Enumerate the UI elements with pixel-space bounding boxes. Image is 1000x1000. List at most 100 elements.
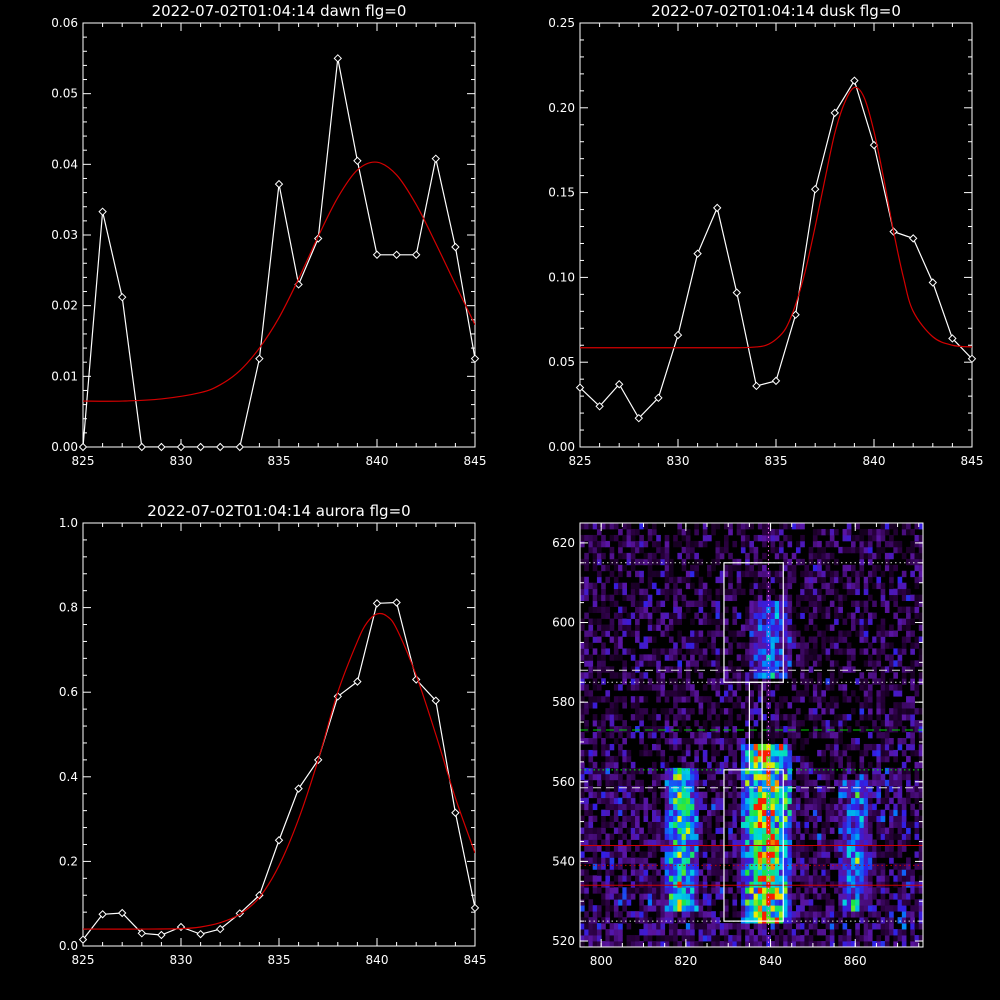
heatmap-cell [846,696,852,703]
heatmap-cell [698,929,704,936]
heatmap-cell [804,845,810,852]
heatmap-cell [779,678,784,685]
heatmap-cell [584,833,589,840]
heatmap-cell [762,797,767,805]
heatmap-cell [851,893,856,900]
heatmap-cell [622,594,627,602]
heatmap-cell [867,899,873,906]
heatmap-cell [757,809,763,817]
heatmap-cell [787,917,793,924]
heatmap-cell [897,606,903,613]
heatmap-cell [867,911,873,918]
heatmap-cell [580,737,585,745]
heatmap-cell [749,941,755,948]
heatmap-cell [846,523,852,530]
heatmap-cell [685,684,691,691]
heatmap-cell [812,803,818,811]
heatmap-cell [702,582,708,590]
data-point-marker [810,185,820,194]
heatmap-cell [736,851,742,858]
data-point-marker [98,910,107,919]
data-point-marker [654,393,663,403]
heatmap-cell [702,767,708,775]
heatmap-cell [834,851,839,858]
heatmap-cell [846,755,852,763]
data-point-marker [470,903,480,913]
heatmap-cell [825,917,831,924]
heatmap-cell [702,929,708,936]
heatmap-cell [762,749,767,757]
heatmap-cell [702,612,708,619]
heatmap-cell [651,839,657,846]
heatmap-cell [664,899,670,906]
heatmap-cell [685,528,691,536]
heatmap-cell [626,773,632,781]
heatmap-cell [707,923,712,930]
heatmap-cell [808,767,814,775]
heatmap-cell [613,761,619,769]
heatmap-cell [711,732,716,739]
heatmap-cell [783,666,788,673]
heatmap-cell [732,935,738,942]
heatmap-cell [728,773,733,781]
heatmap-cell [664,827,670,834]
data-point-marker [634,413,644,423]
heatmap-cell [639,654,644,661]
heatmap-cell [787,714,793,721]
heatmap-cell [630,869,636,876]
heatmap-cell [626,732,632,739]
heatmap-cell [859,905,865,912]
heatmap-cell [613,588,619,596]
heatmap-cell [745,827,750,834]
heatmap-cell [711,785,716,793]
heatmap-cell [889,851,894,858]
heatmap-cell [897,684,903,691]
heatmap-cell [901,815,907,822]
heatmap-cell [770,624,776,631]
heatmap-cell [618,618,623,625]
heatmap-cell [618,779,623,787]
heatmap-cell [808,785,814,793]
heatmap-cell [808,935,814,942]
heatmap-cell [851,666,856,673]
heatmap-cell [715,815,721,822]
heatmap-cell [715,869,721,876]
heatmap-cell [707,875,712,882]
heatmap-cell [702,779,708,787]
heatmap-cell [774,684,780,691]
heatmap-cell [639,785,644,793]
heatmap-cell [609,935,615,942]
heatmap-cell [851,761,856,769]
heatmap-cell [647,899,653,906]
heatmap-cell [838,905,843,912]
heatmap-cell [745,523,750,530]
heatmap-cell [664,708,670,715]
heatmap-cell [889,827,894,834]
heatmap-cell [749,690,755,697]
heatmap-cell [842,815,848,822]
heatmap-cell [829,881,835,888]
heatmap-cell [651,606,657,613]
heatmap-cell [884,923,890,930]
heatmap-cell [630,534,636,542]
dusk-spectrum-panel: 2022-07-02T01:04:14 dusk flg=0 825 830 835… [548,2,983,468]
heatmap-cell [694,642,699,649]
heatmap-cell [596,941,602,948]
heatmap-cell [656,839,661,846]
heatmap-cell [787,564,793,572]
heatmap-cell [588,935,594,942]
data-point-marker [372,250,382,259]
heatmap-cell [787,935,793,942]
heatmap-cell [677,833,683,840]
heatmap-cell [596,911,602,918]
heatmap-cell [685,815,691,822]
heatmap-cell [791,726,797,733]
heatmap-cell [880,588,886,596]
heatmap-cell [698,606,704,613]
heatmap-cell [580,594,585,602]
heatmap-cell [694,612,699,619]
heatmap-cell [660,857,666,864]
heatmap-cell [817,552,822,560]
heatmap-cell [715,749,721,757]
heatmap-cell [673,540,678,548]
